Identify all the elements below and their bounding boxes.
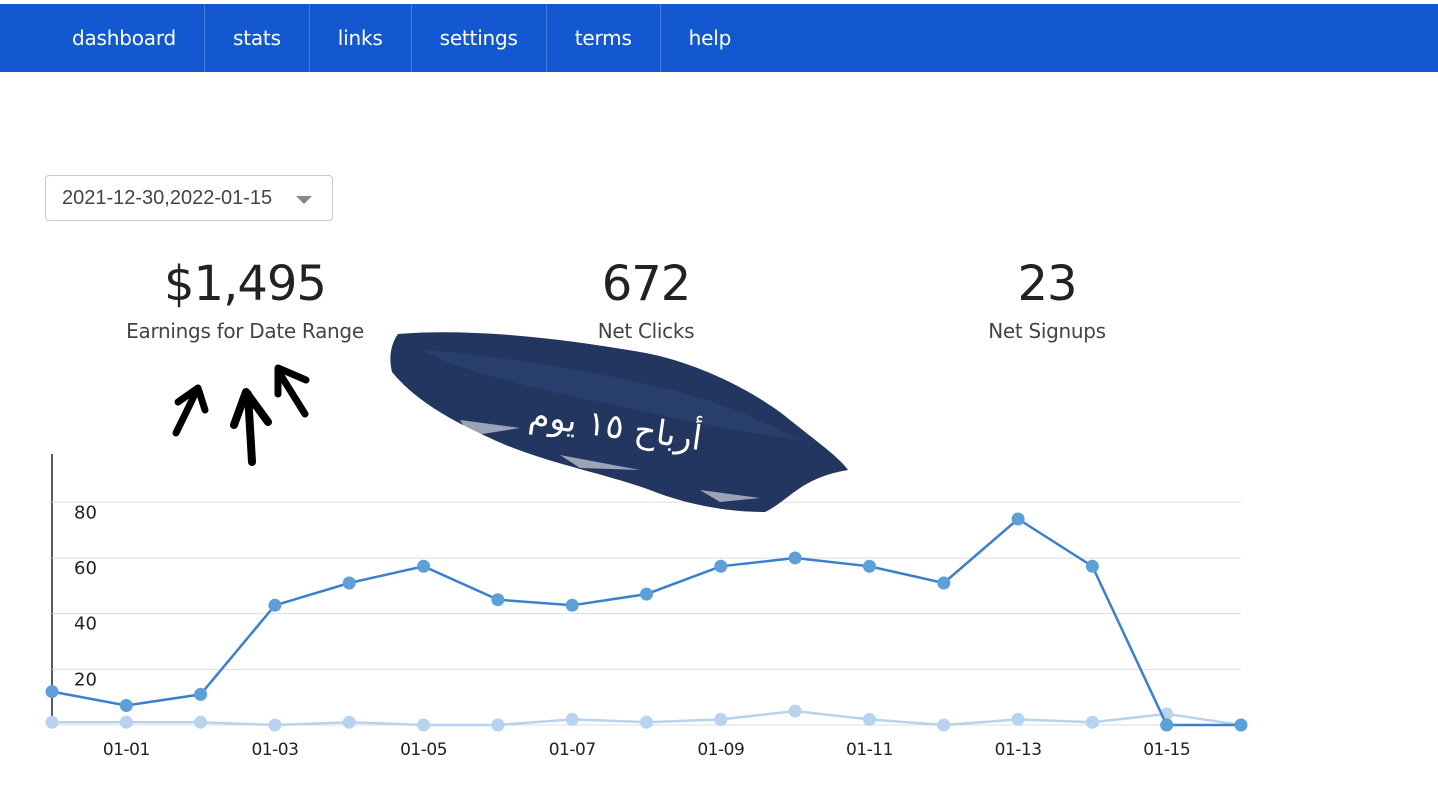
x-tick-label: 01-09	[697, 740, 744, 760]
data-point	[491, 718, 505, 732]
earnings-line-chart: 20 40 60 80 01-01 01-03 01-05 01-07 01-09 01-11 01…	[45, 454, 1248, 760]
earnings-value: $1,495	[164, 256, 327, 312]
x-tick-label: 01-07	[549, 740, 596, 760]
data-point	[862, 712, 876, 726]
y-tick-label: 20	[74, 669, 97, 690]
signups-value: 23	[1017, 256, 1077, 312]
brush-streak	[420, 350, 800, 440]
y-tick-label: 40	[74, 614, 97, 635]
data-point	[119, 715, 133, 729]
date-range-select[interactable]: 2021-12-30,2022-01-15	[45, 175, 333, 221]
y-tick-label: 80	[74, 502, 97, 523]
nav-help[interactable]: help	[688, 26, 732, 50]
data-point	[788, 551, 802, 565]
data-point	[640, 715, 653, 729]
data-point	[342, 715, 356, 729]
data-point	[565, 712, 579, 726]
y-tick-label: 60	[74, 558, 97, 579]
data-point	[640, 587, 653, 601]
clicks-value: 672	[601, 256, 692, 312]
data-point	[1085, 559, 1099, 573]
earnings-stat: $1,495 Earnings for Date Range	[45, 255, 445, 343]
clicks-label: Net Clicks	[597, 319, 695, 343]
x-tick-label: 01-01	[103, 740, 150, 760]
data-point	[714, 559, 728, 573]
x-tick-label: 01-03	[251, 740, 298, 760]
signups-label: Net Signups	[988, 319, 1106, 343]
data-point	[417, 559, 431, 573]
data-point	[788, 704, 802, 718]
data-point	[45, 685, 59, 699]
arrow-up-icon	[274, 364, 310, 418]
data-point	[1160, 718, 1174, 732]
nav-settings[interactable]: settings	[412, 4, 547, 72]
arrow-up-icon	[172, 384, 209, 437]
x-tick-label: 01-15	[1143, 740, 1190, 760]
clicks-stat: 672 Net Clicks	[446, 255, 846, 343]
nav-stats[interactable]: stats	[205, 4, 310, 72]
data-point	[565, 598, 579, 612]
x-tick-label: 01-05	[400, 740, 447, 760]
data-point	[937, 718, 951, 732]
nav-links[interactable]: links	[310, 4, 412, 72]
x-tick-label: 01-11	[846, 740, 893, 760]
data-point	[937, 576, 951, 590]
data-point	[491, 593, 505, 607]
data-point	[714, 712, 728, 726]
data-point	[194, 687, 208, 701]
data-point	[45, 715, 59, 729]
nav-menu: dashboard stats links settings terms hel…	[44, 4, 759, 72]
data-point	[268, 718, 282, 732]
data-point	[119, 699, 133, 713]
chevron-down-icon	[296, 196, 312, 204]
data-point	[1085, 715, 1099, 729]
nav-dashboard[interactable]: dashboard	[44, 4, 206, 72]
data-point	[1234, 718, 1248, 732]
data-point	[268, 598, 282, 612]
earnings-label: Earnings for Date Range	[126, 319, 364, 343]
data-point	[862, 559, 876, 573]
x-tick-label: 01-13	[995, 740, 1042, 760]
signups-stat: 23 Net Signups	[847, 255, 1247, 343]
data-point	[1011, 712, 1025, 726]
nav-terms[interactable]: terms	[547, 4, 661, 72]
date-range-value: 2021-12-30,2022-01-15	[62, 187, 273, 209]
data-point	[194, 715, 208, 729]
series-line	[51, 517, 1241, 727]
data-point	[1011, 512, 1025, 526]
data-point	[342, 576, 356, 590]
data-point	[417, 718, 431, 732]
top-navbar: dashboard stats links settings terms hel…	[0, 4, 1438, 72]
